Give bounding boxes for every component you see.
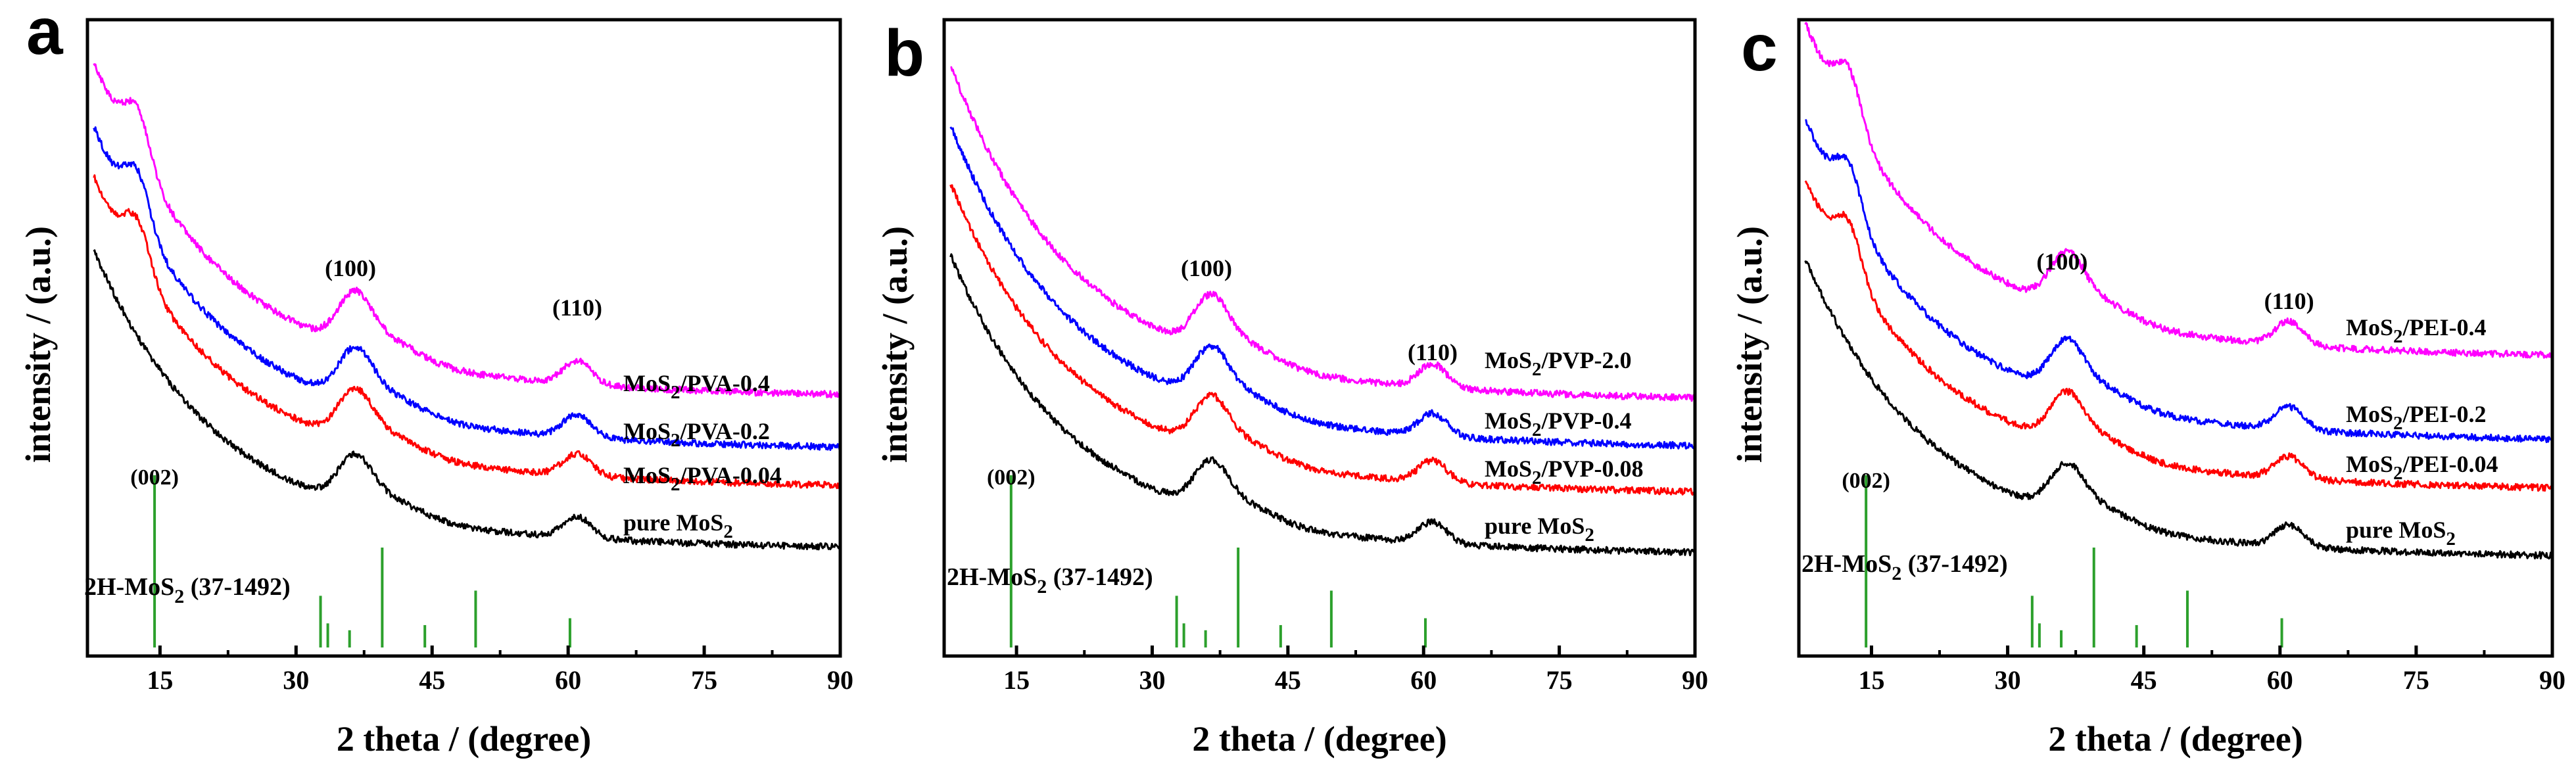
x-tick-label: 30 (1995, 665, 2021, 695)
reference-label: 2H-MoS2 (37-1492) (1801, 550, 2008, 584)
series-label: MoS2/PEI-0.4 (2346, 314, 2487, 347)
peak-label: (110) (552, 294, 602, 321)
reference-first-peak-label: (002) (987, 465, 1036, 490)
reference-first-peak-label: (002) (130, 465, 179, 490)
plot-frame (1797, 18, 2554, 658)
x-tick-label: 60 (2267, 665, 2293, 695)
series-line-mos2-pei-0-2 (1805, 119, 2554, 444)
reference-pattern (1865, 475, 2283, 647)
x-tick-label: 60 (555, 665, 581, 695)
series-label: MoS2/PVP-0.08 (1485, 456, 1643, 488)
panel-a: a (002) 2H-MoS2 (37-1492) pure MoS2 MoS2/PVA… (18, 0, 853, 759)
reference-pattern (153, 475, 571, 647)
series-label: MoS2/PEI-0.04 (2346, 451, 2498, 484)
series-line-pure-mos2 (949, 253, 1696, 557)
x-tick-label: 75 (1546, 665, 1573, 695)
series-line-mos2-pvp-2-0 (950, 66, 1696, 402)
panel-c: c (002) 2H-MoS2 (37-1492) pure MoS2 MoS2/PEI… (1730, 11, 2565, 759)
peak-label: (110) (1408, 339, 1458, 365)
series-line-mos2-pva-0-04 (93, 174, 842, 490)
series-label: MoS2/PEI-0.2 (2346, 401, 2487, 434)
plot-frame (85, 18, 842, 658)
series-line-pure-mos2 (93, 249, 842, 551)
x-axis-label: 2 theta / (degree) (337, 719, 591, 759)
series-line-mos2-pei-0-4 (1804, 22, 2553, 359)
x-tick-label: 45 (2131, 665, 2157, 695)
series-label: pure MoS2 (2346, 517, 2456, 550)
series-label: MoS2/PVA-0.2 (623, 418, 770, 451)
x-tick-label: 30 (1139, 665, 1165, 695)
peak-label: (100) (1181, 255, 1232, 281)
x-tick-label: 45 (419, 665, 445, 695)
series-line-mos2-pvp-0-08 (949, 184, 1696, 496)
series-label: pure MoS2 (623, 509, 733, 542)
x-axis-label: 2 theta / (degree) (1192, 719, 1446, 759)
series-label: pure MoS2 (1485, 513, 1594, 546)
series-line-pure-mos2 (1804, 260, 2554, 560)
reference-first-peak-label: (002) (1842, 469, 1890, 493)
peak-label: (110) (2264, 288, 2314, 314)
y-axis-label: intensity / (a.u.) (1730, 226, 1769, 463)
x-tick-label: 15 (1003, 665, 1030, 695)
x-tick-label: 75 (2403, 665, 2429, 695)
series-label: MoS2/PVP-2.0 (1485, 347, 1631, 380)
x-tick-label: 90 (827, 665, 853, 695)
reference-pattern (1009, 475, 1427, 647)
x-tick-label: 90 (1682, 665, 1708, 695)
peak-label: (100) (325, 255, 376, 281)
y-axis-label: intensity / (a.u.) (18, 226, 58, 463)
series-label: MoS2/PVA-0.04 (623, 462, 782, 495)
x-axis-label: 2 theta / (degree) (2048, 719, 2302, 759)
x-tick-label: 75 (691, 665, 717, 695)
panel-b: b (002) 2H-MoS2 (37-1492) pure MoS2 MoS2/PVP… (875, 16, 1708, 759)
series-line-mos2-pva-0-4 (93, 62, 842, 399)
x-tick-label: 90 (2539, 665, 2565, 695)
x-tick-label: 30 (283, 665, 309, 695)
series-line-mos2-pvp-0-4 (949, 126, 1696, 450)
panel-letter-b: b (884, 16, 924, 90)
series-line-mos2-pei-0-04 (1804, 180, 2554, 492)
x-tick-label: 15 (147, 665, 173, 695)
y-axis-label: intensity / (a.u.) (875, 226, 915, 463)
peak-label: (100) (2036, 248, 2087, 275)
x-tick-label: 15 (1858, 665, 1884, 695)
series-label: MoS2/PVP-0.4 (1485, 408, 1631, 440)
series-line-mos2-pva-0-2 (93, 126, 841, 451)
panel-letter-c: c (1741, 11, 1778, 85)
x-tick-label: 60 (1410, 665, 1437, 695)
reference-label: 2H-MoS2 (37-1492) (84, 573, 291, 607)
x-tick-label: 45 (1275, 665, 1301, 695)
reference-label: 2H-MoS2 (37-1492) (947, 563, 1153, 598)
plot-frame (942, 18, 1697, 658)
series-label: MoS2/PVA-0.4 (623, 370, 770, 403)
panel-letter-a: a (26, 0, 64, 68)
